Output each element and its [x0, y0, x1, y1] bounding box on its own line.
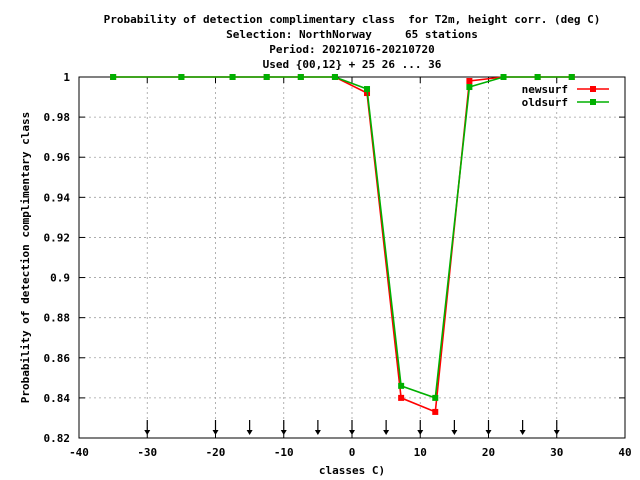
x-tick-label: 30: [550, 446, 563, 459]
arrow-marker: [451, 420, 458, 435]
x-tick-label: 20: [482, 446, 495, 459]
title-line-4: Used {00,12} + 25 26 ... 36: [263, 58, 442, 71]
x-tick-label: 10: [414, 446, 427, 459]
y-tick-label: 0.88: [44, 312, 71, 325]
arrow-marker: [144, 420, 151, 435]
arrow-marker: [349, 420, 355, 435]
arrow-markers: [144, 420, 560, 435]
data-point-oldsurf: [500, 74, 507, 80]
data-point-oldsurf: [466, 84, 473, 91]
title-line-1: Probability of detection complimentary c…: [104, 13, 601, 26]
title-line-3: Period: 20210716-20210720: [269, 43, 435, 56]
x-tick-label: -10: [274, 446, 294, 459]
title-line-2: Selection: NorthNorway 65 stations: [226, 28, 478, 41]
data-point-oldsurf: [331, 74, 338, 80]
data-point-oldsurf: [263, 74, 270, 80]
series: [110, 74, 575, 415]
y-tick-label: 0.82: [44, 432, 71, 445]
arrow-marker: [314, 420, 321, 435]
y-tick-label: 0.96: [44, 151, 71, 164]
x-axis: -40 -30 -20 -10 0 10 20 30 40: [69, 77, 632, 459]
arrow-marker: [417, 420, 424, 435]
y-tick-label: 0.98: [44, 111, 71, 124]
y-axis: 0.82 0.84 0.86 0.88 0.9 0.92 0.94 0.96 0.98 1: [44, 71, 625, 445]
legend-label: newsurf: [522, 83, 568, 96]
data-point-oldsurf: [110, 74, 117, 80]
arrow-marker: [212, 420, 219, 435]
chart-title: Probability of detection complimentary c…: [104, 13, 601, 71]
data-point-newsurf: [432, 408, 439, 415]
series-line-oldsurf: [113, 76, 572, 399]
arrow-marker: [383, 420, 390, 435]
data-point-oldsurf: [178, 74, 185, 80]
series-oldsurf: [110, 74, 575, 401]
series-line-newsurf: [113, 76, 572, 414]
y-tick-label: 1: [63, 71, 70, 84]
legend-entry-oldsurf: oldsurf: [522, 96, 609, 109]
data-point-newsurf: [466, 78, 473, 85]
y-tick-label: 0.86: [44, 352, 71, 365]
x-tick-label: -30: [137, 446, 157, 459]
x-axis-label: classes C): [319, 464, 385, 477]
arrow-marker: [280, 420, 287, 435]
data-point-oldsurf: [398, 382, 405, 389]
legend-label: oldsurf: [522, 96, 568, 109]
series-newsurf: [110, 74, 575, 415]
data-point-oldsurf: [568, 74, 575, 80]
y-axis-label: Probability of detection complimentary c…: [19, 112, 32, 403]
x-tick-label: 0: [349, 446, 356, 459]
arrow-marker: [246, 420, 253, 435]
data-point-oldsurf: [229, 74, 236, 80]
arrow-marker: [553, 420, 560, 435]
grid: [79, 77, 625, 438]
y-tick-label: 0.94: [44, 191, 71, 204]
arrow-marker: [519, 420, 526, 435]
x-tick-label: -20: [206, 446, 226, 459]
legend-swatch-point: [590, 86, 596, 92]
legend-entry-newsurf: newsurf: [522, 83, 609, 96]
data-point-newsurf: [398, 394, 405, 401]
legend-swatch-point: [590, 99, 596, 105]
data-point-oldsurf: [297, 74, 304, 80]
y-tick-label: 0.9: [50, 272, 70, 285]
y-tick-label: 0.92: [44, 231, 71, 244]
arrow-marker: [485, 420, 492, 435]
data-point-oldsurf: [534, 74, 541, 80]
x-tick-label: -40: [69, 446, 89, 459]
data-point-oldsurf: [432, 394, 439, 401]
y-tick-label: 0.84: [44, 392, 71, 405]
x-tick-label: 40: [618, 446, 631, 459]
data-point-oldsurf: [364, 86, 371, 93]
